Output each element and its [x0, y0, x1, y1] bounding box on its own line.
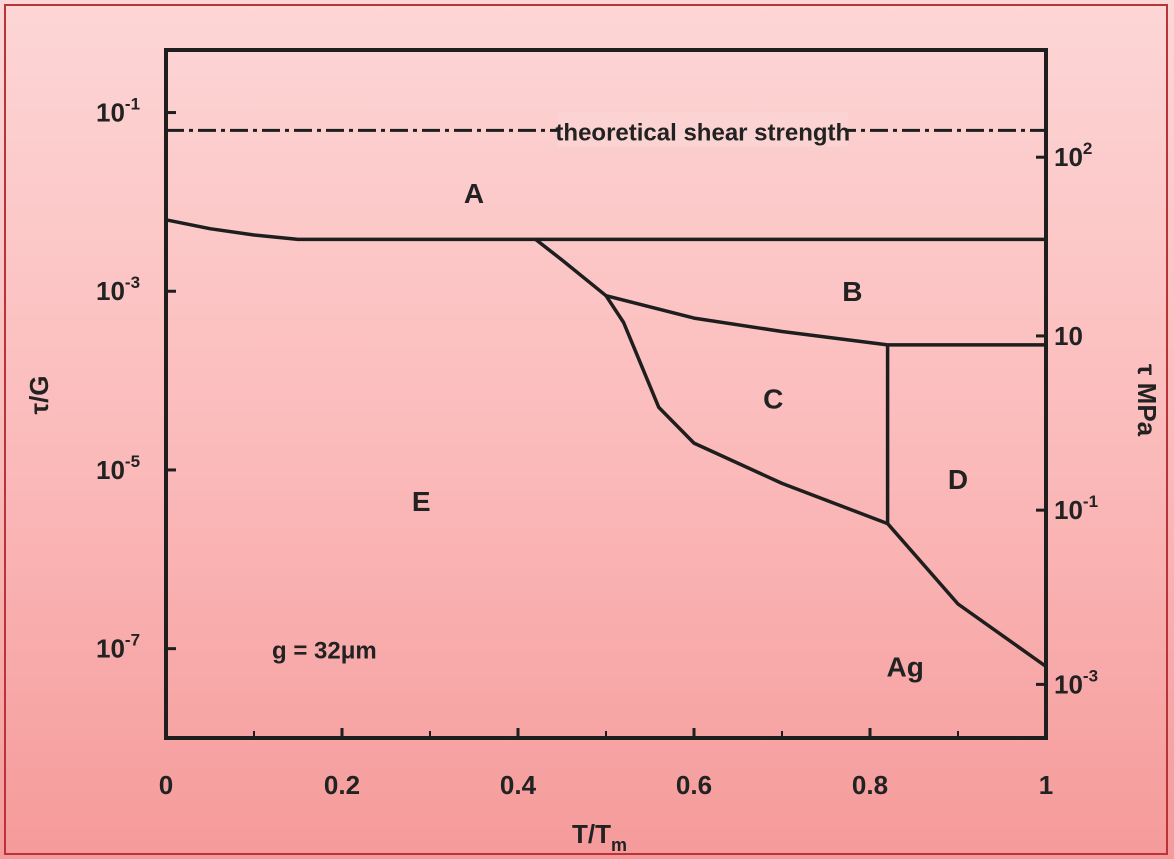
left-tick-label-2: 10-5: [96, 452, 140, 485]
region-label-3: C: [763, 383, 783, 414]
figure-frame: [4, 4, 1168, 855]
left-tick-label-0: 10-1: [96, 95, 140, 128]
x-tick-label-0: 0: [159, 770, 173, 800]
plot-area-border: [164, 48, 1048, 740]
region-label-5: E: [412, 486, 431, 517]
x-tick-label-3: 0.6: [676, 770, 712, 800]
series-line-boundary-B-lower: [534, 238, 888, 347]
x-tick-label-1: 0.2: [324, 770, 360, 800]
series-line-boundary-C-lower: [604, 294, 889, 526]
left-tick-label-1: 10-3: [96, 273, 140, 306]
y-axis-title-right: τ MPa: [1132, 364, 1162, 437]
x-axis-title: T/Tm: [572, 819, 627, 855]
region-label-2: B: [842, 276, 862, 307]
y-axis-title-left: τ/G: [24, 375, 54, 414]
series-group: [165, 128, 1048, 668]
line-label-background: [557, 112, 848, 147]
x-tick-label-5: 1: [1039, 770, 1053, 800]
x-tick-label-4: 0.8: [852, 770, 888, 800]
right-tick-label-2: 10-1: [1054, 492, 1098, 525]
right-tick-label-0: 102: [1054, 139, 1092, 172]
ticks-group: [164, 111, 1048, 738]
right-tick-label-3: 10-3: [1054, 666, 1098, 699]
note-label-6: g = 32μm: [272, 638, 377, 665]
left-tick-label-3: 10-7: [96, 631, 140, 664]
region-label-7: Ag: [887, 652, 924, 683]
region-label-4: D: [948, 464, 968, 495]
line-label-label-0: theoretical shear strength: [555, 119, 850, 146]
series-line-boundary-A-lower: [165, 218, 1046, 242]
right-tick-label-1: 10: [1054, 321, 1083, 351]
labels-group: 0 0.2 0.4 0.6 0.8 1 10-1 10-3 10-5 10-7 102 10 10-1 1…: [96, 95, 1098, 800]
series-line-boundary-Ag: [886, 522, 1048, 668]
region-label-1: A: [464, 178, 484, 209]
x-tick-label-2: 0.4: [500, 770, 537, 800]
